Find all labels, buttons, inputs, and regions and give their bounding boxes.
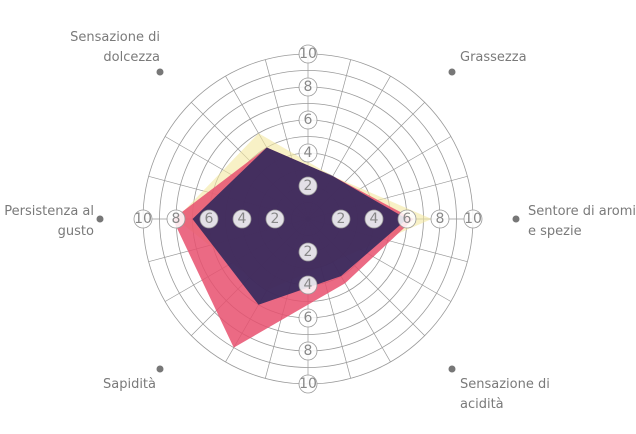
tick-badge [298,77,318,97]
category-dot [156,365,164,373]
category-label: Sensazione di dolcezza [70,30,160,65]
tick-badge [298,341,318,361]
tick-badge [298,374,318,394]
tick-badge [133,209,153,229]
category-label: Sapidità [102,377,156,392]
tick-label: 8 [304,343,313,359]
tick-badge [397,209,417,229]
tick-badge [298,275,318,295]
category-label: Persistenza al gusto [4,204,94,239]
tick-label: 2 [337,211,346,227]
tick-label: 4 [238,211,247,227]
tick-badge [166,209,186,229]
tick-label: 6 [304,112,313,128]
category-dot [512,215,520,223]
tick-label: 2 [304,244,313,260]
tick-badge [199,209,219,229]
tick-label: 4 [304,277,313,293]
tick-label: 8 [436,211,445,227]
tick-label: 10 [299,376,317,392]
tick-badge [298,176,318,196]
tick-badge [232,209,252,229]
tick-label: 8 [304,79,313,95]
tick-badge [463,209,483,229]
tick-label: 4 [304,145,313,161]
tick-badge [331,209,351,229]
category-dot [448,68,456,76]
tick-label: 6 [205,211,214,227]
tick-label: 10 [134,211,152,227]
category-dot [448,365,456,373]
tick-badge [298,44,318,64]
category-label: Sentore di aromi e spezie [528,204,636,239]
tick-badge [364,209,384,229]
tick-label: 10 [299,46,317,62]
category-label: Sensazione di acidità [460,377,550,412]
grid-ring [159,70,457,368]
category-dot [96,215,104,223]
tick-label: 8 [172,211,181,227]
tick-badge [430,209,450,229]
tick-badge [265,209,285,229]
tick-badge [298,308,318,328]
tick-label: 10 [464,211,482,227]
tick-label: 6 [403,211,412,227]
radar-area [192,147,407,305]
tick-badge [298,242,318,262]
tick-label: 6 [304,310,313,326]
tick-label: 2 [271,211,280,227]
tick-label: 2 [304,178,313,194]
category-dot [156,68,164,76]
tick-badge [298,110,318,130]
tick-badge [298,143,318,163]
category-label: Grassezza [460,50,527,65]
tick-label: 4 [370,211,379,227]
